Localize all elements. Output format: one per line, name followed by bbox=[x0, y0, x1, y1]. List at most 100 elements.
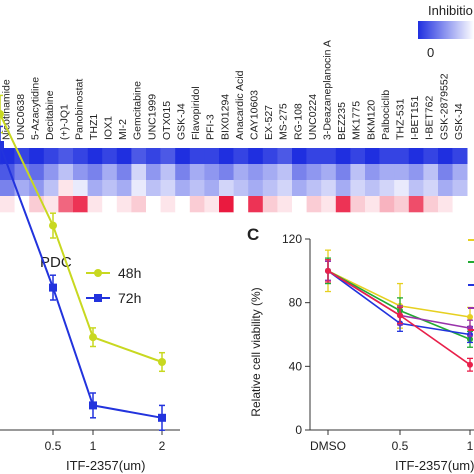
compound-label: Flavopiridol bbox=[190, 86, 202, 140]
heatmap-cell bbox=[292, 148, 307, 165]
legend-min-label: 0 bbox=[427, 45, 434, 60]
heatmap-cell bbox=[131, 148, 147, 165]
heatmap-cell bbox=[175, 148, 191, 165]
compound-label: UNC0638 bbox=[15, 94, 27, 140]
heatmap-cell bbox=[73, 180, 88, 197]
heatmap-cell bbox=[233, 164, 249, 181]
heatmap-cell bbox=[146, 164, 161, 181]
heatmap-cell bbox=[423, 196, 439, 213]
panel-b-point bbox=[158, 413, 166, 422]
panel-c-x-tick-label: 0.5 bbox=[392, 439, 409, 453]
heatmap-legend: Inhibitio 0 bbox=[418, 3, 474, 60]
heatmap-cell bbox=[58, 148, 74, 165]
compound-label: CAY10603 bbox=[249, 90, 261, 140]
heatmap-cell bbox=[277, 164, 293, 181]
compound-label: OTX015 bbox=[161, 101, 173, 140]
heatmap-cell bbox=[87, 148, 103, 165]
heatmap-cell bbox=[204, 196, 220, 213]
heatmap-cell bbox=[248, 180, 264, 197]
compound-label: I-BET762 bbox=[424, 95, 436, 140]
panel-c-point bbox=[467, 313, 473, 320]
panel-c-x-label: ITF-2357(um) bbox=[395, 458, 474, 473]
heatmap-cell bbox=[365, 148, 380, 165]
panel-c-x-tick-label: DMSO bbox=[310, 439, 346, 453]
heatmap-cell bbox=[87, 196, 103, 213]
panel-c-series-line bbox=[327, 270, 471, 329]
heatmap-cell bbox=[306, 164, 322, 181]
heatmap-cell bbox=[43, 148, 59, 165]
heatmap-cell bbox=[248, 164, 264, 181]
heatmap-cell bbox=[321, 180, 337, 197]
heatmap-cell bbox=[438, 196, 453, 213]
heatmap-cell bbox=[321, 196, 337, 213]
compound-label: Panobinostat bbox=[73, 79, 85, 140]
heatmap-cell bbox=[262, 196, 278, 213]
heatmap-cell bbox=[438, 148, 453, 165]
compound-label: UNC0224 bbox=[307, 94, 319, 140]
compound-label: GSK-2879552 bbox=[438, 73, 450, 140]
compound-label: MI-2 bbox=[117, 119, 129, 140]
heatmap-cell bbox=[306, 196, 322, 213]
heatmap-cell bbox=[292, 180, 307, 197]
panel-b-point bbox=[89, 333, 97, 342]
compound-label: BKM120 bbox=[365, 100, 377, 140]
panel-b-x-tick-label: 0.5 bbox=[45, 439, 62, 453]
heatmap-cell bbox=[394, 180, 410, 197]
heatmap-cell bbox=[292, 164, 307, 181]
heatmap-cell bbox=[146, 180, 161, 197]
heatmap-cell bbox=[335, 196, 351, 213]
heatmap-cell bbox=[379, 196, 395, 213]
heatmap-cell bbox=[350, 196, 366, 213]
panel-b-series-line bbox=[0, 113, 163, 363]
compound-label: MK1775 bbox=[351, 101, 363, 140]
compound-label: UNC1999 bbox=[146, 94, 158, 140]
heatmap-cell bbox=[379, 164, 395, 181]
heatmap-cell bbox=[0, 196, 15, 213]
heatmap-cell bbox=[219, 180, 234, 197]
heatmap-cell bbox=[204, 180, 220, 197]
heatmap-cell bbox=[233, 180, 249, 197]
panel-b-x-label: ITF-2357(um) bbox=[66, 458, 145, 473]
panel-c-y-tick-label: 120 bbox=[282, 232, 302, 246]
compound-label: 3-Deazaneplanocin A bbox=[322, 40, 334, 140]
heatmap-cell bbox=[73, 148, 88, 165]
heatmap-cell bbox=[43, 164, 59, 181]
heatmap-cell bbox=[335, 148, 351, 165]
panel-c-y-tick-label: 40 bbox=[289, 359, 303, 373]
panel-c-y-tick-label: 0 bbox=[295, 423, 302, 437]
panel-b-point bbox=[49, 221, 57, 230]
heatmap-cell bbox=[394, 196, 410, 213]
heatmap-cell bbox=[452, 148, 468, 165]
heatmap-cell bbox=[0, 180, 15, 197]
panel-c-point bbox=[467, 361, 473, 368]
compound-label: Gemcitabine bbox=[132, 81, 144, 140]
heatmap-cell bbox=[160, 180, 176, 197]
heatmap-cell bbox=[262, 180, 278, 197]
heatmap-cell bbox=[58, 180, 74, 197]
heatmap-cell bbox=[233, 148, 249, 165]
heatmap-cell bbox=[131, 196, 147, 213]
heatmap-cell bbox=[292, 196, 307, 213]
heatmap-cell bbox=[365, 180, 380, 197]
legend-color-bar bbox=[418, 21, 474, 39]
compound-label: THZ1 bbox=[88, 114, 100, 140]
heatmap-cell bbox=[58, 196, 74, 213]
panel-b-series-line bbox=[0, 144, 163, 419]
heatmap-cell bbox=[116, 196, 132, 213]
heatmap-cell bbox=[219, 164, 234, 181]
heatmap-cell bbox=[219, 148, 234, 165]
heatmap-cell bbox=[0, 148, 15, 165]
compound-label: 5-Azacytidine bbox=[30, 77, 42, 140]
compound-label: BIX01294 bbox=[219, 94, 231, 140]
heatmap-cell bbox=[350, 164, 366, 181]
panel-b-point bbox=[89, 401, 97, 410]
compound-label: RG-108 bbox=[292, 103, 304, 140]
heatmap-cell bbox=[452, 196, 468, 213]
panel-c-y-label: Relative cell viability (%) bbox=[249, 287, 263, 416]
heatmap-cell bbox=[379, 148, 395, 165]
heatmap-cell bbox=[175, 180, 191, 197]
heatmap-cell bbox=[365, 164, 380, 181]
heatmap-cell bbox=[189, 196, 205, 213]
heatmap-cell bbox=[160, 148, 176, 165]
